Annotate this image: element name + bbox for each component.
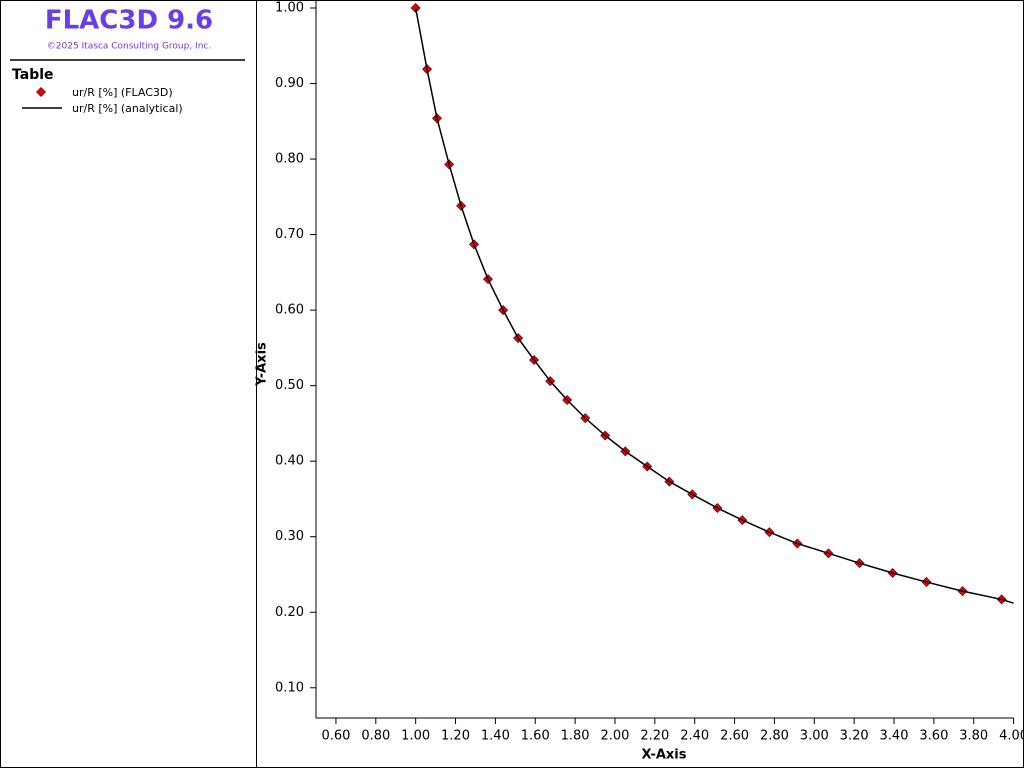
- data-point: [410, 3, 421, 13]
- x-tick-label: 1.40: [481, 729, 510, 744]
- y-tick-label: 0.40: [275, 454, 304, 469]
- x-tick-label: 3.80: [959, 729, 988, 744]
- x-tick-label: 3.60: [919, 729, 948, 744]
- x-tick-label: 1.20: [441, 729, 470, 744]
- legend-marker: [36, 87, 46, 97]
- copyright: ©2025 Itasca Consulting Group, Inc.: [47, 42, 211, 52]
- y-tick-label: 1.00: [275, 1, 304, 16]
- x-tick-label: 1.80: [561, 729, 590, 744]
- x-tick-label: 1.60: [521, 729, 550, 744]
- x-tick-label: 0.80: [361, 729, 390, 744]
- analytical-line: [414, 7, 1014, 604]
- x-tick-label: 0.60: [321, 729, 350, 744]
- x-tick-label: 2.60: [720, 729, 749, 744]
- x-tick-label: 4.00: [999, 729, 1024, 744]
- x-tick-label: 3.00: [800, 729, 829, 744]
- x-tick-label: 2.40: [680, 729, 709, 744]
- x-tick-label: 2.20: [640, 729, 669, 744]
- x-tick-label: 2.80: [760, 729, 789, 744]
- y-tick-label: 0.70: [275, 227, 304, 242]
- y-tick-label: 0.90: [275, 76, 304, 91]
- x-tick-label: 3.40: [880, 729, 909, 744]
- x-axis-label: X-Axis: [642, 748, 687, 763]
- x-tick-label: 2.00: [600, 729, 629, 744]
- y-axis-label: Y-Axis: [255, 342, 270, 387]
- x-tick-label: 1.00: [401, 729, 430, 744]
- legend-label: ur/R [%] (analytical): [72, 102, 183, 115]
- y-tick-label: 0.80: [275, 152, 304, 167]
- legend-title: Table: [12, 67, 54, 83]
- y-tick-label: 0.20: [275, 605, 304, 620]
- y-tick-label: 0.60: [275, 303, 304, 318]
- app-title: FLAC3D 9.6: [45, 6, 213, 36]
- y-tick-label: 0.30: [275, 529, 304, 544]
- y-tick-label: 0.50: [275, 378, 304, 393]
- x-tick-label: 3.20: [840, 729, 869, 744]
- legend-label: ur/R [%] (FLAC3D): [72, 86, 173, 99]
- y-tick-label: 0.10: [275, 680, 304, 695]
